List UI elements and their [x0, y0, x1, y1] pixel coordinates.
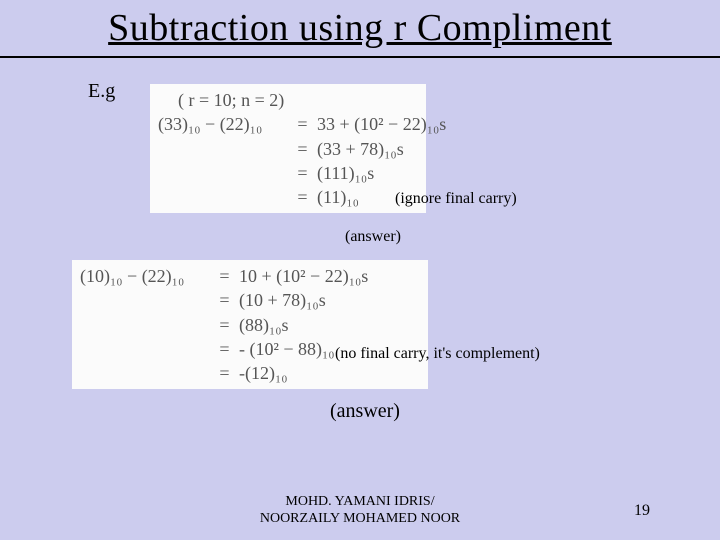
- math-row: = -(12)₁₀: [80, 361, 420, 385]
- equals-sign: =: [293, 185, 313, 209]
- note-answer-2: (answer): [330, 400, 400, 423]
- example-label: E.g: [88, 80, 115, 103]
- rhs: (88)₁₀s: [239, 313, 289, 337]
- math-row: = (11)₁₀: [158, 185, 418, 209]
- lhs: (33)₁₀ − (22)₁₀: [158, 112, 288, 136]
- math-row: = (33 + 78)₁₀s: [158, 137, 418, 161]
- footer-author: MOHD. YAMANI IDRIS/ NOORZAILY MOHAMED NO…: [0, 494, 720, 528]
- math-block-2: (10)₁₀ − (22)₁₀ = 10 + (10² − 22)₁₀s = (…: [72, 260, 428, 389]
- equals-sign: =: [293, 112, 313, 136]
- equals-sign: =: [215, 264, 235, 288]
- rn-line: ( r = 10; n = 2): [158, 88, 418, 112]
- equals-sign: =: [215, 288, 235, 312]
- title-underline-rule: [0, 56, 720, 58]
- equals-sign: =: [215, 313, 235, 337]
- footer-line-1: MOHD. YAMANI IDRIS/: [285, 494, 434, 509]
- rhs: 10 + (10² − 22)₁₀s: [239, 264, 368, 288]
- rhs: - (10² − 88)₁₀: [239, 337, 335, 361]
- slide-title: Subtraction using r Compliment: [0, 6, 720, 50]
- note-answer-1: (answer): [345, 228, 401, 246]
- rhs: (10 + 78)₁₀s: [239, 288, 326, 312]
- rhs: 33 + (10² − 22)₁₀s: [317, 112, 446, 136]
- math-row: (10)₁₀ − (22)₁₀ = 10 + (10² − 22)₁₀s: [80, 264, 420, 288]
- note-ignore-carry: (ignore final carry): [395, 190, 517, 208]
- rn-text: ( r = 10; n = 2): [178, 90, 284, 110]
- equals-sign: =: [215, 337, 235, 361]
- math-row: = (88)₁₀s: [80, 313, 420, 337]
- page-number: 19: [634, 502, 650, 520]
- rhs: (111)₁₀s: [317, 161, 374, 185]
- equals-sign: =: [293, 137, 313, 161]
- equals-sign: =: [215, 361, 235, 385]
- rhs: -(12)₁₀: [239, 361, 288, 385]
- rhs: (33 + 78)₁₀s: [317, 137, 404, 161]
- math-row: (33)₁₀ − (22)₁₀ = 33 + (10² − 22)₁₀s: [158, 112, 418, 136]
- math-row: = (111)₁₀s: [158, 161, 418, 185]
- rhs: (11)₁₀: [317, 185, 359, 209]
- lhs: (10)₁₀ − (22)₁₀: [80, 264, 210, 288]
- slide: Subtraction using r Compliment E.g ( r =…: [0, 0, 720, 540]
- math-block-1: ( r = 10; n = 2) (33)₁₀ − (22)₁₀ = 33 + …: [150, 84, 426, 213]
- footer-line-2: NOORZAILY MOHAMED NOOR: [260, 511, 460, 526]
- equals-sign: =: [293, 161, 313, 185]
- math-row: = (10 + 78)₁₀s: [80, 288, 420, 312]
- note-no-carry: (no final carry, it's complement): [335, 345, 540, 363]
